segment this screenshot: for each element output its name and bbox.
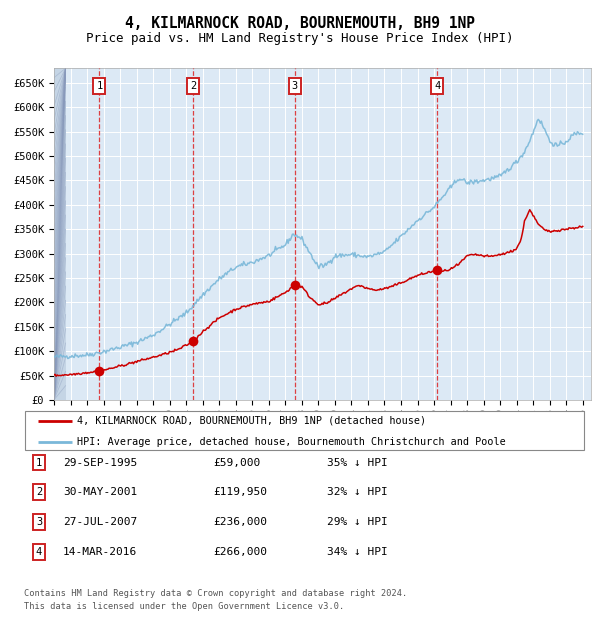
Text: Contains HM Land Registry data © Crown copyright and database right 2024.
This d: Contains HM Land Registry data © Crown c…: [24, 590, 407, 611]
Text: 3: 3: [36, 517, 42, 527]
Text: 2: 2: [190, 81, 196, 91]
Text: 32% ↓ HPI: 32% ↓ HPI: [327, 487, 388, 497]
Text: 4: 4: [36, 547, 42, 557]
Text: 34% ↓ HPI: 34% ↓ HPI: [327, 547, 388, 557]
Text: 27-JUL-2007: 27-JUL-2007: [63, 517, 137, 527]
Text: £59,000: £59,000: [213, 458, 260, 467]
Text: HPI: Average price, detached house, Bournemouth Christchurch and Poole: HPI: Average price, detached house, Bour…: [77, 437, 506, 447]
Text: £119,950: £119,950: [213, 487, 267, 497]
Text: 29% ↓ HPI: 29% ↓ HPI: [327, 517, 388, 527]
Text: 14-MAR-2016: 14-MAR-2016: [63, 547, 137, 557]
Text: 35% ↓ HPI: 35% ↓ HPI: [327, 458, 388, 467]
Text: 30-MAY-2001: 30-MAY-2001: [63, 487, 137, 497]
Text: £266,000: £266,000: [213, 547, 267, 557]
Text: 1: 1: [36, 458, 42, 467]
Text: Price paid vs. HM Land Registry's House Price Index (HPI): Price paid vs. HM Land Registry's House …: [86, 32, 514, 45]
Text: 1: 1: [97, 81, 103, 91]
Text: £236,000: £236,000: [213, 517, 267, 527]
Text: 4, KILMARNOCK ROAD, BOURNEMOUTH, BH9 1NP: 4, KILMARNOCK ROAD, BOURNEMOUTH, BH9 1NP: [125, 16, 475, 31]
Text: 2: 2: [36, 487, 42, 497]
Text: 29-SEP-1995: 29-SEP-1995: [63, 458, 137, 467]
Text: 4: 4: [434, 81, 440, 91]
Text: 3: 3: [292, 81, 298, 91]
FancyBboxPatch shape: [25, 411, 584, 449]
Bar: [54, 68, 65, 400]
Text: 4, KILMARNOCK ROAD, BOURNEMOUTH, BH9 1NP (detached house): 4, KILMARNOCK ROAD, BOURNEMOUTH, BH9 1NP…: [77, 415, 427, 425]
